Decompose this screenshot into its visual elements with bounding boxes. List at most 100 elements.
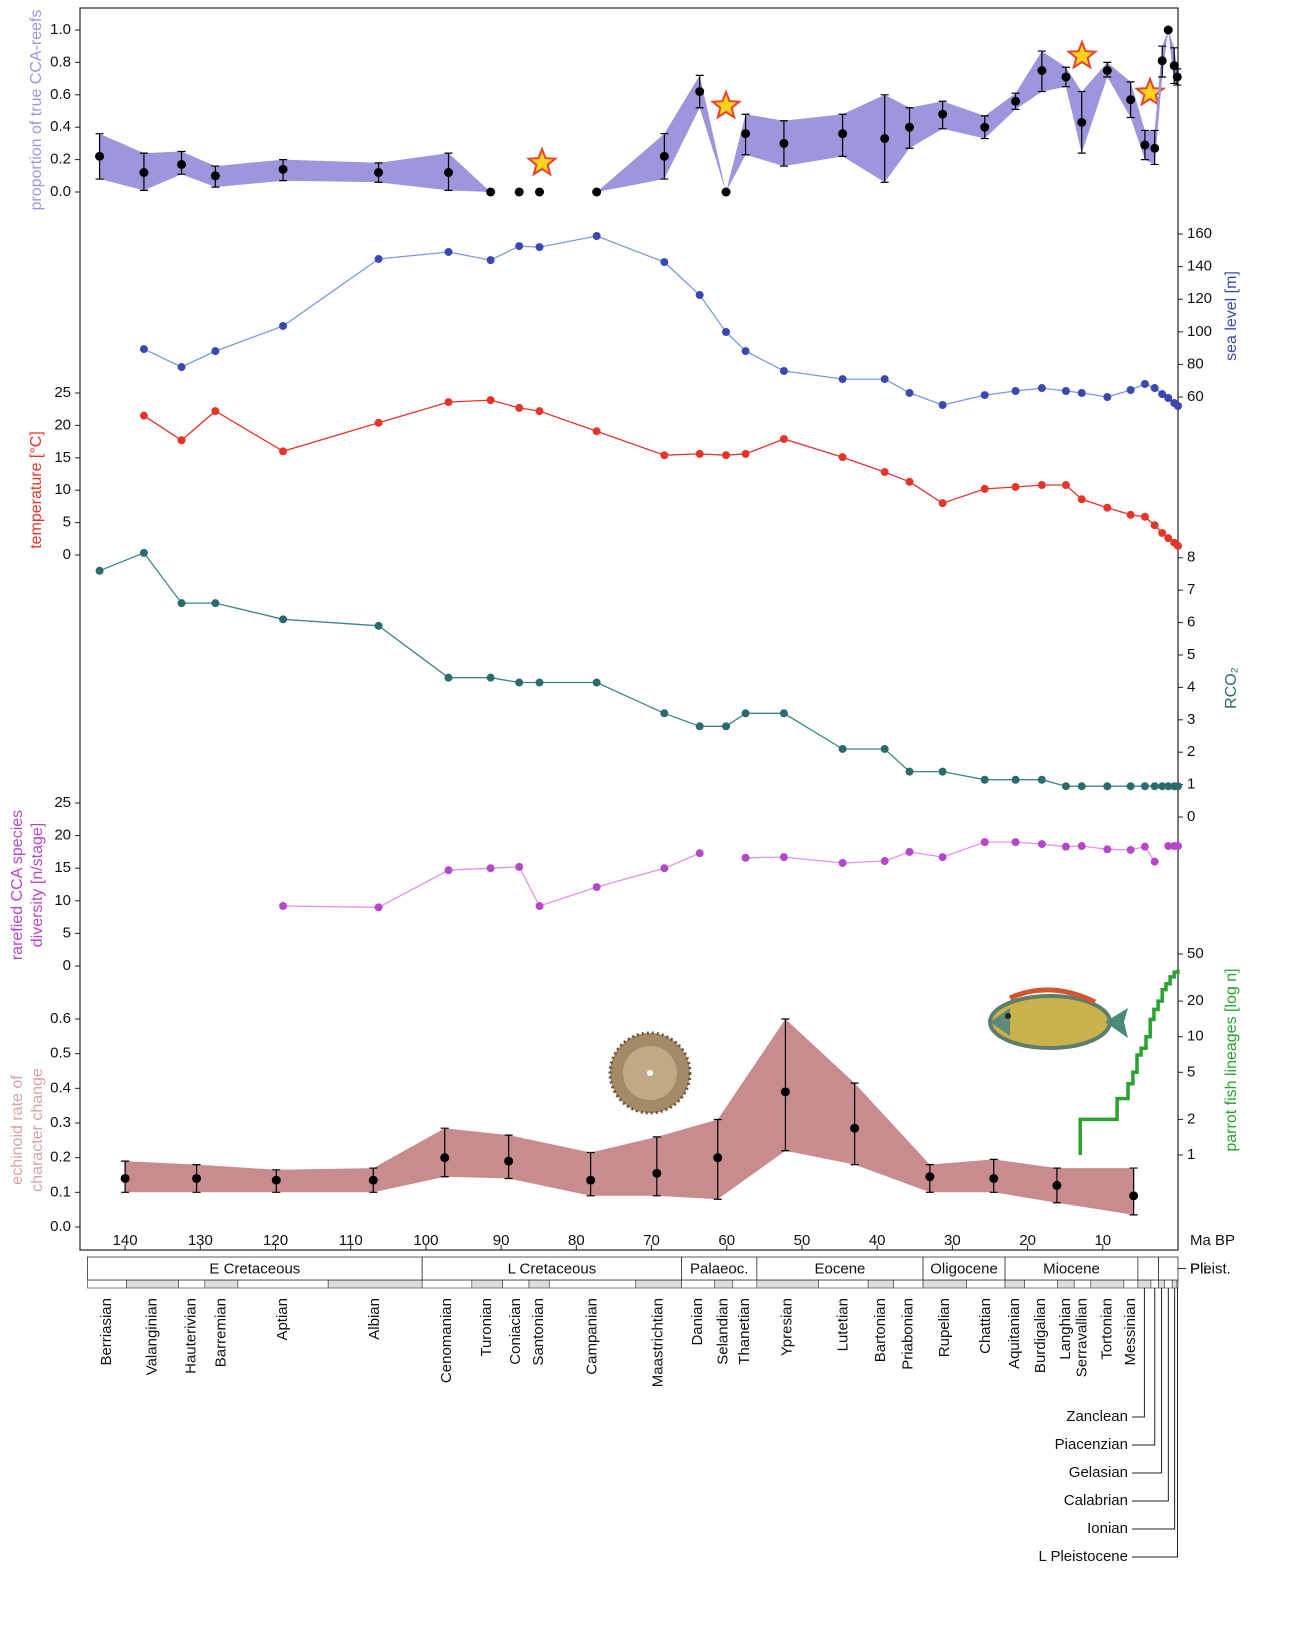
stage-cell: [1159, 1280, 1165, 1288]
y-tick-label: 3: [1187, 711, 1195, 728]
y-tick-label: 25: [54, 384, 71, 401]
data-point: [880, 134, 889, 143]
data-point: [1012, 838, 1020, 846]
stage-label: Aptian: [274, 1298, 291, 1341]
y-tick-label: 0.8: [50, 53, 71, 70]
y-tick-label: 4: [1187, 678, 1195, 695]
data-point: [939, 499, 947, 507]
y-axis-title: RCO₂: [1223, 667, 1240, 709]
data-point: [96, 567, 104, 575]
stage-cell: [819, 1280, 869, 1288]
y-axis-title: temperature [°C]: [28, 431, 45, 549]
epoch-label: Oligocene: [930, 1260, 998, 1277]
x-tick-label: 40: [869, 1232, 886, 1249]
x-tick-label: 120: [263, 1232, 288, 1249]
y-tick-label: 5: [1187, 1063, 1195, 1080]
y-tick-label: 0.0: [50, 1218, 71, 1235]
y-tick-label: 6: [1187, 614, 1195, 631]
data-point: [374, 168, 383, 177]
data-point: [1126, 95, 1135, 104]
data-point: [1158, 529, 1166, 537]
data-point: [1012, 776, 1020, 784]
y-tick-label: 0.2: [50, 151, 71, 168]
y-tick-label: 1.0: [50, 21, 71, 38]
stage-cell: [503, 1280, 529, 1288]
data-point: [1140, 141, 1149, 150]
stage-cell: [328, 1280, 422, 1288]
data-point: [192, 1174, 201, 1183]
data-point: [1174, 542, 1182, 550]
y-tick-label: 10: [54, 481, 71, 498]
epoch-label: Eocene: [815, 1260, 866, 1277]
data-point: [652, 1169, 661, 1178]
data-point: [881, 745, 889, 753]
data-point: [696, 450, 704, 458]
stage-label: Ypresian: [779, 1298, 796, 1356]
stage-label: Burdigalian: [1032, 1298, 1049, 1373]
data-point: [536, 407, 544, 415]
data-point: [1103, 782, 1111, 790]
stage-label: Ionian: [1087, 1520, 1128, 1537]
y-axis-title: diversity [n/stage]: [29, 823, 46, 948]
stage-cell: [715, 1280, 733, 1288]
y-tick-label: 10: [54, 892, 71, 909]
data-point: [1078, 842, 1086, 850]
y-axis-title: parrot fish lineages [log n]: [1223, 968, 1240, 1151]
stage-cell: [549, 1280, 635, 1288]
y-axis-title: sea level [m]: [1223, 271, 1240, 361]
data-point: [592, 188, 601, 197]
data-point: [839, 453, 847, 461]
stage-cell: [923, 1280, 967, 1288]
y-tick-label: 0.6: [50, 1010, 71, 1027]
data-point: [279, 165, 288, 174]
y-tick-label: 60: [1187, 388, 1204, 405]
stage-cell: [205, 1280, 238, 1288]
y-tick-label: 0.1: [50, 1183, 71, 1200]
stage-cell: [1124, 1280, 1138, 1288]
y-tick-label: 1: [1187, 776, 1195, 793]
data-point: [1061, 72, 1070, 81]
y-tick-label: 5: [1187, 646, 1195, 663]
sea-urchin-picture: [610, 1033, 690, 1113]
data-point: [445, 398, 453, 406]
y-tick-label: 8: [1187, 549, 1195, 566]
data-point: [369, 1176, 378, 1185]
chart: 0.00.20.40.60.81.0proportion of true CCA…: [0, 0, 1308, 1633]
data-point: [515, 679, 523, 687]
stage-cell: [1177, 1280, 1178, 1288]
y-tick-label: 160: [1187, 225, 1212, 242]
stage-label: Cenomanian: [438, 1298, 455, 1383]
stage-label: Messinian: [1122, 1298, 1139, 1366]
data-point: [781, 1087, 790, 1096]
stage-label: Maastrichtian: [650, 1298, 667, 1387]
stage-label: Turonian: [478, 1298, 495, 1357]
data-point: [211, 407, 219, 415]
data-point: [1037, 66, 1046, 75]
data-point: [906, 848, 914, 856]
y-tick-label: 5: [63, 924, 71, 941]
y-tick-label: 0.3: [50, 1114, 71, 1131]
stage-label: Bartonian: [872, 1298, 889, 1362]
data-point: [939, 401, 947, 409]
y-tick-label: 20: [54, 416, 71, 433]
star-icon: [1069, 42, 1096, 67]
data-point: [140, 345, 148, 353]
data-point: [1103, 504, 1111, 512]
y-tick-label: 0.4: [50, 1079, 71, 1096]
data-point: [1062, 481, 1070, 489]
data-point: [780, 853, 788, 861]
stage-cell: [422, 1280, 472, 1288]
epoch-label: Palaeoc.: [690, 1260, 748, 1277]
star-icon: [529, 149, 556, 174]
data-point: [742, 450, 750, 458]
epoch-cell: [1159, 1257, 1178, 1280]
data-point: [1127, 782, 1135, 790]
data-point: [1103, 66, 1112, 75]
stage-label: L Pleistocene: [1038, 1548, 1128, 1565]
data-point: [925, 1172, 934, 1181]
data-point: [586, 1176, 595, 1185]
y-tick-label: 0: [63, 546, 71, 563]
y-tick-label: 15: [54, 449, 71, 466]
data-point: [939, 768, 947, 776]
stage-cell: [88, 1280, 127, 1288]
